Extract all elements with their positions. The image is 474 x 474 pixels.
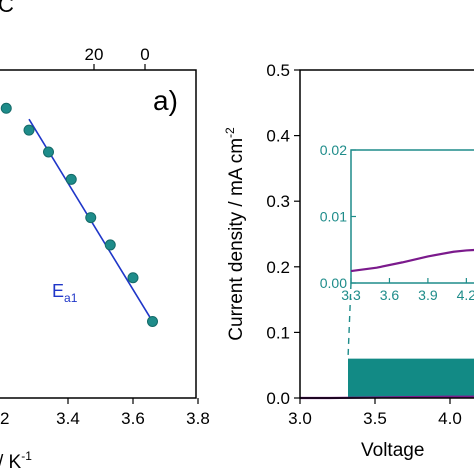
right-panel: 0.0 0.1 0.2 0.3 0.4 0.5 3.0 3.5 4.0 Current den… <box>223 61 474 461</box>
panel-label: a) <box>153 85 178 116</box>
left-x-partial-tick: 2 <box>0 409 9 428</box>
inset-y-axis: 0.00 0.01 0.02 <box>320 142 356 291</box>
inset-x-tick-label: 3.6 <box>380 287 400 303</box>
left-data-points <box>0 102 158 327</box>
inset-y-tick-label: 0.00 <box>320 275 347 291</box>
corner-char: C <box>0 0 14 17</box>
inset-connector <box>347 282 352 359</box>
data-point <box>43 146 54 158</box>
data-point <box>65 173 77 185</box>
right-x-tick-label: 3.5 <box>363 409 387 428</box>
right-y-tick-label: 0.3 <box>266 192 290 211</box>
fit-label: Ea1 <box>52 281 78 305</box>
left-plot-frame <box>0 69 197 399</box>
inset-y-tick-label: 0.02 <box>320 142 347 158</box>
inset-curve <box>350 248 474 273</box>
right-x-axis-label: Voltage <box>361 440 424 461</box>
right-x-tick-label: 4.0 <box>438 409 462 428</box>
left-x-tick-label: 3.8 <box>186 409 210 428</box>
left-x-tick-label: 3.4 <box>56 409 80 428</box>
data-point <box>0 102 12 114</box>
data-point <box>127 272 139 284</box>
inset-x-axis: 3.3 3.6 3.9 4.2 <box>341 278 474 303</box>
right-y-axis: 0.0 0.1 0.2 0.3 0.4 0.5 <box>266 61 300 408</box>
data-point <box>147 315 158 327</box>
left-panel: C 20 0 a) 3.4 3.6 3.8 2 / K-1 Ea1 <box>0 0 210 473</box>
right-x-tick-label: 3.0 <box>288 409 312 428</box>
right-plot-frame <box>299 69 474 399</box>
data-point <box>104 239 116 251</box>
right-y-tick-label: 0.0 <box>266 389 290 408</box>
left-x-axis-label: / K-1 <box>0 449 32 473</box>
top-tick-label: 20 <box>85 45 104 64</box>
inset-y-tick-label: 0.01 <box>320 209 347 225</box>
inset-x-tick-label: 4.2 <box>457 287 474 303</box>
right-y-tick-label: 0.4 <box>266 127 290 146</box>
inset-frame <box>350 149 474 284</box>
right-x-axis: 3.0 3.5 4.0 <box>288 398 462 428</box>
inset-x-tick-label: 3.9 <box>418 287 438 303</box>
data-point <box>23 124 35 136</box>
left-x-axis: 3.4 3.6 3.8 <box>56 398 210 428</box>
right-y-tick-label: 0.1 <box>266 323 290 342</box>
left-x-tick-label: 3.6 <box>121 409 145 428</box>
top-tick-label: 0 <box>140 45 149 64</box>
left-top-ticks: 20 0 <box>85 45 150 70</box>
inset-x-tick-label: 3.3 <box>341 287 361 303</box>
right-y-tick-label: 0.2 <box>266 258 290 277</box>
shaded-region <box>348 358 474 398</box>
data-point <box>85 212 97 224</box>
right-y-tick-label: 0.5 <box>266 61 290 80</box>
right-y-axis-label: Current density / mA cm-2 <box>223 127 247 341</box>
